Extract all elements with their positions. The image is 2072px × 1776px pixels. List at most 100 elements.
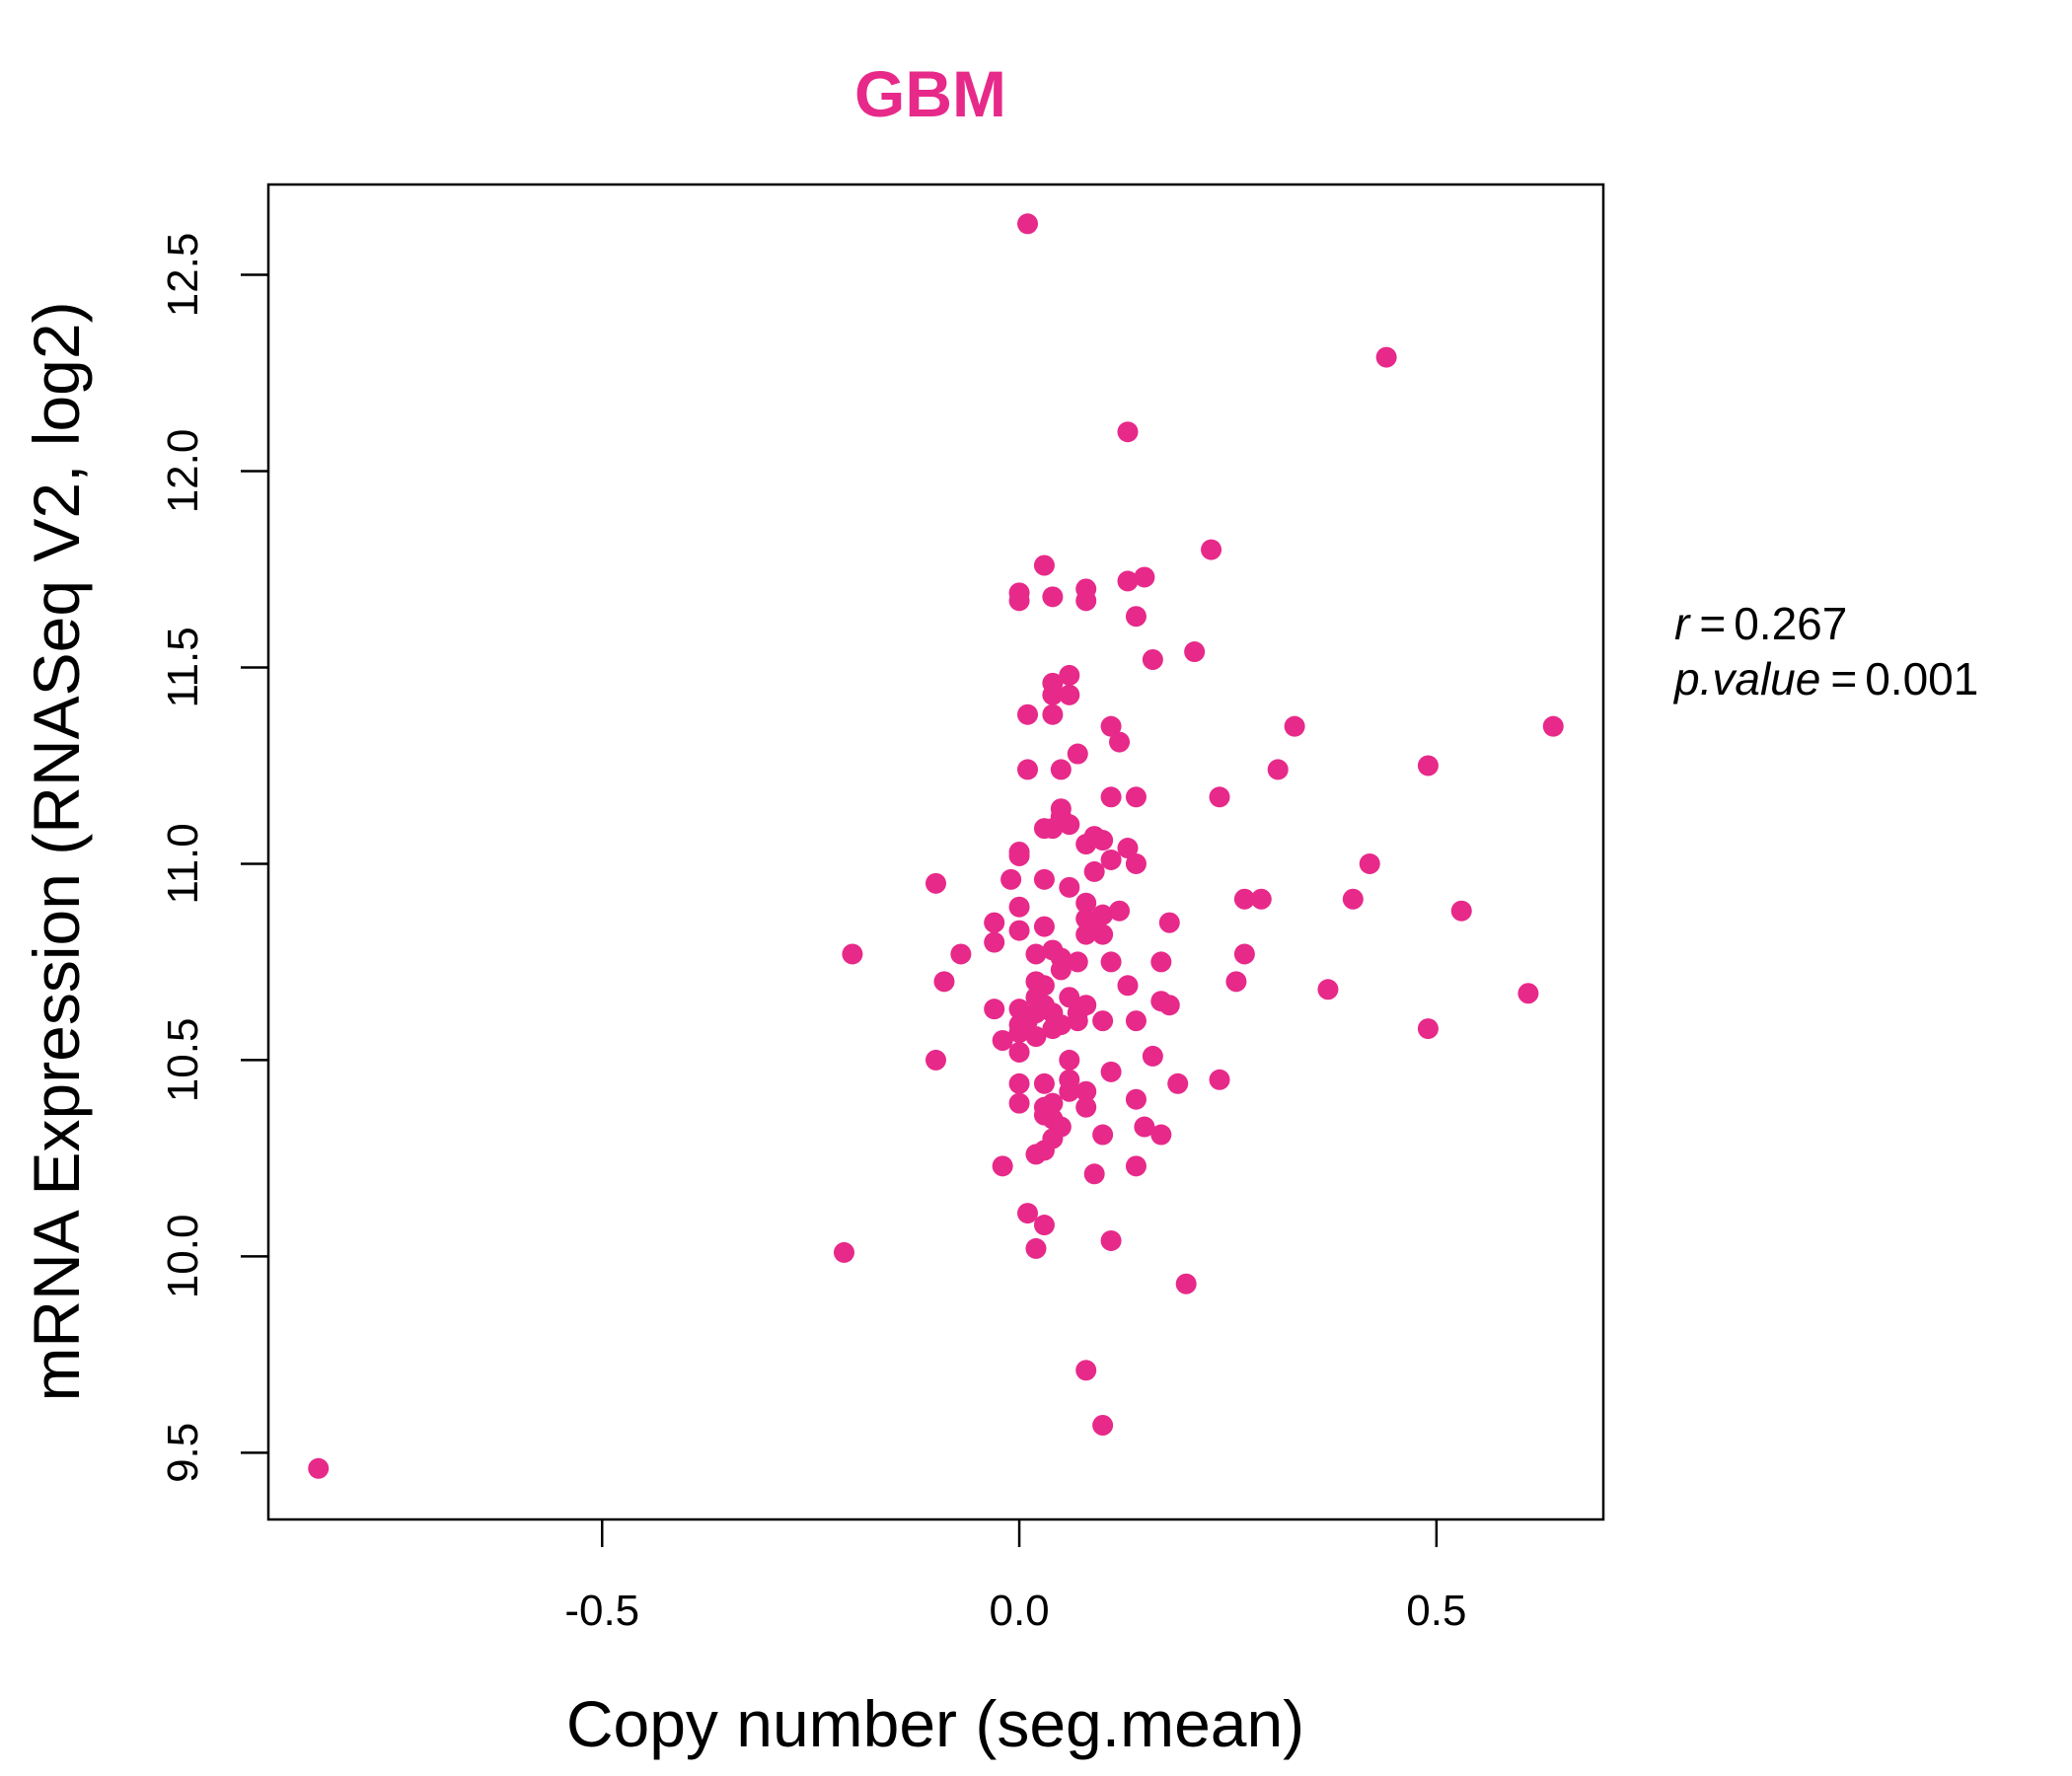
scatter-point [1008, 590, 1030, 612]
y-axis-label: mRNA Expression (RNASeq V2, log2) [20, 301, 93, 1401]
scatter-point [1100, 849, 1122, 870]
scatter-point [1201, 539, 1222, 560]
scatter-point [1033, 975, 1055, 997]
scatter-point [1359, 852, 1380, 874]
scatter-point [1417, 1018, 1439, 1040]
pvalue-annotation: p.value = 0.001 [1672, 653, 1978, 704]
scatter-point [1417, 755, 1439, 777]
scatter-point [1008, 1073, 1030, 1094]
scatter-point [1134, 1116, 1155, 1138]
scatter-point [1059, 987, 1080, 1008]
scatter-point [1142, 649, 1163, 671]
scatter-point [1233, 888, 1255, 910]
scatter-point [1167, 1073, 1189, 1094]
scatter-point [1059, 664, 1080, 686]
scatter-point [1450, 900, 1472, 922]
scatter-point [1317, 979, 1339, 1000]
scatter-point [1059, 814, 1080, 836]
scatter-point [1100, 786, 1122, 808]
scatter-point [1017, 213, 1039, 235]
scatter-point [1092, 1010, 1114, 1032]
scatter-point [1083, 860, 1105, 882]
pvalue-symbol: p.value [1672, 653, 1820, 704]
y-tick-label: 12.0 [159, 429, 207, 514]
scatter-point [1209, 1069, 1230, 1090]
scatter-point [1059, 876, 1080, 898]
scatter-point [1209, 786, 1230, 808]
y-tick-label: 10.5 [159, 1018, 207, 1103]
scatter-point [1117, 838, 1139, 859]
scatter-point [1008, 1041, 1030, 1063]
scatter-point [1092, 1414, 1114, 1436]
x-tick-label: -0.5 [564, 1587, 639, 1635]
scatter-point [1134, 566, 1155, 588]
scatter-point [1042, 684, 1064, 705]
scatter-point [1050, 1116, 1072, 1138]
scatter-point [1125, 1010, 1147, 1032]
y-tick-label: 12.5 [159, 233, 207, 318]
scatter-point [1017, 759, 1039, 780]
scatter-point [1100, 1061, 1122, 1082]
scatter-point [1033, 1215, 1055, 1236]
scatter-point [1175, 1273, 1197, 1295]
scatter-point [1067, 1010, 1088, 1032]
chart-title: GBM [854, 57, 1006, 130]
scatter-point [1125, 1088, 1147, 1110]
scatter-point [933, 971, 955, 993]
scatter-point [1125, 852, 1147, 874]
scatter-point [1000, 868, 1022, 890]
scatter-point [1125, 606, 1147, 628]
scatter-point [984, 912, 1005, 933]
scatter-point [1100, 951, 1122, 973]
scatter-point [1142, 1045, 1163, 1067]
scatter-point [1517, 983, 1539, 1004]
scatter-point [1008, 920, 1030, 941]
scatter-point [1100, 715, 1122, 737]
scatter-point [842, 943, 863, 965]
r-value: 0.267 [1734, 598, 1847, 649]
x-tick-label: 0.5 [1406, 1587, 1466, 1635]
scatter-point [1008, 1092, 1030, 1114]
scatter-point [1033, 916, 1055, 937]
scatter-point [1075, 1360, 1097, 1381]
scatter-point [1059, 684, 1080, 705]
scatter-point [1125, 1155, 1147, 1177]
scatter-point [1017, 1203, 1039, 1224]
scatter-point [1042, 1092, 1064, 1114]
r-equals: = [1699, 598, 1726, 649]
scatter-point [1250, 888, 1272, 910]
x-tick-label: 0.0 [989, 1587, 1049, 1635]
scatter-point [1158, 912, 1180, 933]
scatter-point [1042, 586, 1064, 608]
scatter-point [1109, 731, 1131, 753]
scatter-point [1025, 943, 1047, 965]
scatter-point [308, 1457, 330, 1479]
scatter-point [1075, 892, 1097, 914]
r-symbol: r [1674, 598, 1691, 649]
scatter-point [1025, 1237, 1047, 1259]
scatter-point [1092, 830, 1114, 851]
scatter-point [1542, 715, 1564, 737]
scatter-point [1117, 975, 1139, 997]
scatter-point [1033, 1073, 1055, 1094]
correlation-annotation: r = 0.267 [1674, 598, 1847, 649]
scatter-point [1092, 1124, 1114, 1146]
scatter-point [992, 1030, 1013, 1052]
scatter-point [1100, 1229, 1122, 1251]
x-axis-label: Copy number (seg.mean) [566, 1687, 1304, 1760]
scatter-point [1092, 904, 1114, 925]
y-tick-label: 9.5 [159, 1423, 207, 1483]
scatter-point [1150, 1124, 1172, 1146]
scatter-point [1025, 1026, 1047, 1048]
scatter-point [1075, 590, 1097, 612]
scatter-point [1075, 995, 1097, 1016]
scatter-point [984, 931, 1005, 953]
scatter-point [1059, 1049, 1080, 1071]
scatter-point [1092, 924, 1114, 945]
scatter-point [1075, 1080, 1097, 1102]
pvalue-value: 0.001 [1865, 653, 1978, 704]
scatter-point [925, 872, 946, 894]
scatter-point [833, 1241, 854, 1263]
scatter-point [1075, 1096, 1097, 1118]
